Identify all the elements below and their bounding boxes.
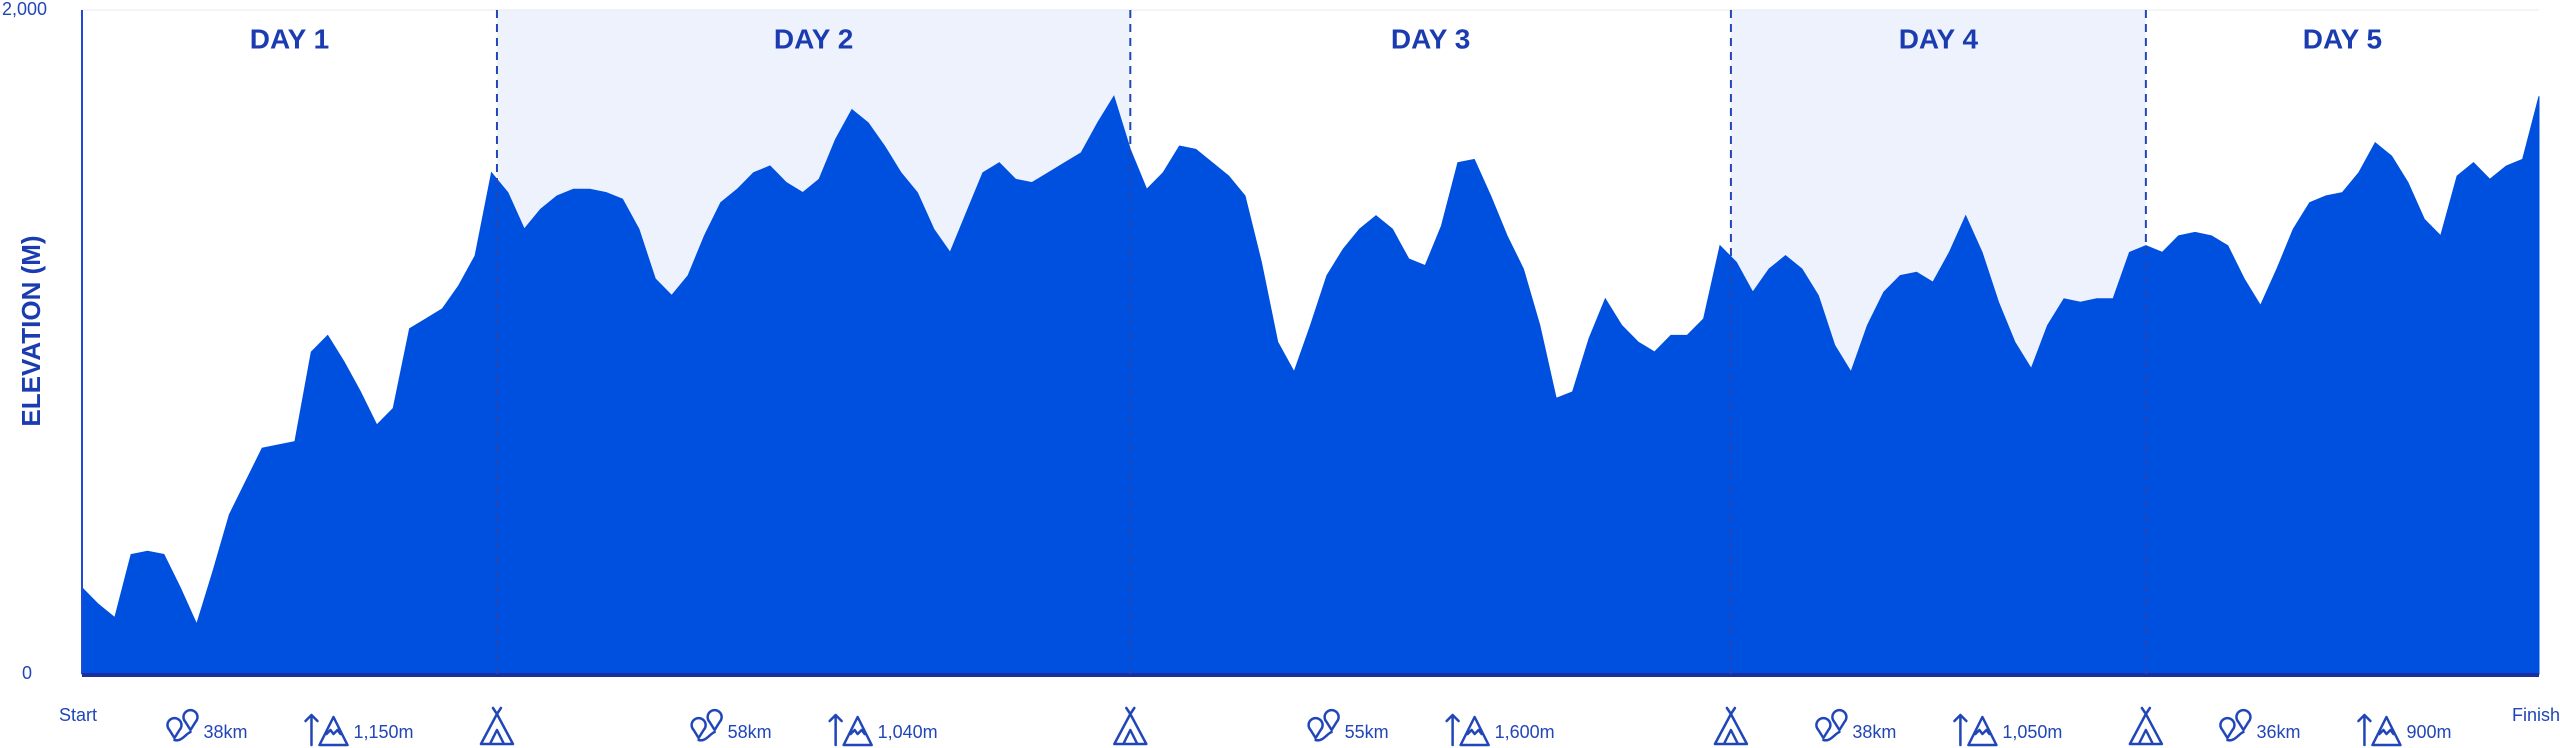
y-tick-label: 2,000: [2, 0, 47, 19]
climb-icon: [2357, 713, 2402, 747]
distance-icon: [1815, 708, 1848, 742]
distance-icon: [1307, 708, 1340, 742]
day-climb: 1,040m: [878, 722, 938, 742]
climb-icon: [304, 713, 349, 747]
camp-icon: [479, 706, 515, 746]
y-axis-title: ELEVATION (M): [16, 235, 46, 426]
start-label: Start: [59, 705, 97, 725]
y-tick-label: 0: [22, 663, 32, 683]
day-label: DAY 4: [1899, 23, 1979, 54]
day-climb: 1,050m: [2002, 722, 2062, 742]
day-label: DAY 3: [1391, 23, 1470, 54]
elevation-area: [81, 95, 2540, 675]
climb-icon: [1953, 713, 1998, 747]
distance-icon: [690, 708, 723, 742]
day-distance: 36km: [2256, 722, 2300, 742]
day-label: DAY 2: [774, 23, 853, 54]
day-climb: 1,600m: [1495, 722, 1555, 742]
day-distance: 55km: [1345, 722, 1389, 742]
day-label: DAY 1: [250, 23, 329, 54]
distance-icon: [2219, 708, 2252, 742]
camp-icon: [2128, 706, 2164, 746]
camp-icon: [1113, 706, 1148, 746]
day-label: DAY 5: [2303, 23, 2382, 54]
day-distance: 38km: [1852, 722, 1896, 742]
day-climb: 1,150m: [353, 722, 413, 742]
day-distance: 58km: [728, 722, 772, 742]
day-distance: 38km: [203, 722, 247, 742]
distance-icon: [166, 708, 199, 742]
climb-icon: [828, 713, 873, 747]
camp-icon: [1713, 706, 1749, 746]
day-climb: 900m: [2406, 722, 2451, 742]
finish-label: Finish: [2512, 705, 2560, 725]
climb-icon: [1445, 713, 1490, 747]
